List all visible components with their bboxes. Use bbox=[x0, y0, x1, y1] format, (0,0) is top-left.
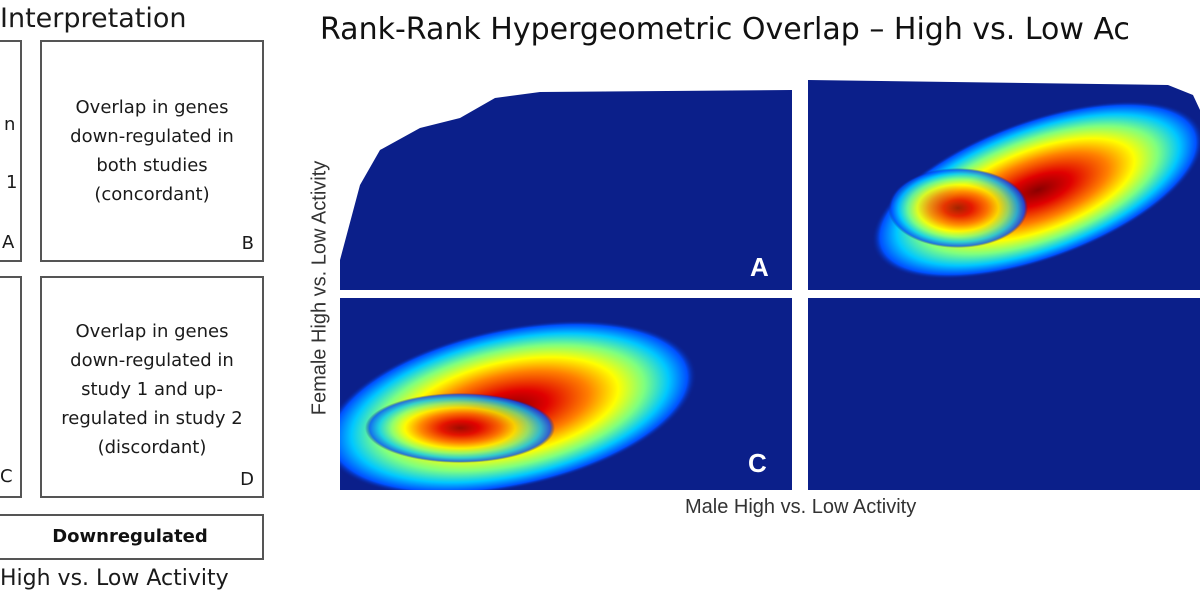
quadrant-a-label: A bbox=[750, 252, 769, 282]
interpretation-title: Interpretation bbox=[0, 3, 187, 34]
interp-box-d-letter: D bbox=[240, 469, 254, 490]
interp-box-d-line-4: regulated in study 2 bbox=[61, 408, 243, 429]
interp-box-a bbox=[0, 40, 22, 262]
heatmap-quadrant-b bbox=[808, 80, 1200, 290]
heatmap-quadrant-d bbox=[808, 298, 1200, 490]
quadrant-c-overlap-core bbox=[365, 393, 555, 463]
rrho-figure-title: Rank-Rank Hypergeometric Overlap – High … bbox=[320, 12, 1130, 47]
interp-box-c bbox=[0, 276, 22, 498]
interp-box-a-fragment-2: 1 bbox=[6, 172, 18, 193]
y-axis-label: Female High vs. Low Activity bbox=[308, 160, 331, 416]
heatmap-quadrant-c bbox=[340, 298, 792, 490]
interp-box-a-letter: A bbox=[2, 232, 15, 253]
interp-box-b-line-1: Overlap in genes bbox=[75, 97, 229, 118]
quadrant-c-label: C bbox=[748, 448, 767, 478]
downregulated-label: Downregulated bbox=[52, 526, 208, 547]
interp-box-b-text: Overlap in genes down-regulated in both … bbox=[42, 93, 262, 209]
heatmap-quadrant-a bbox=[340, 90, 792, 290]
interp-box-b-line-2: down-regulated in bbox=[70, 126, 234, 147]
downregulated-legend-box: Downregulated bbox=[0, 514, 264, 560]
interp-box-b-line-4: (concordant) bbox=[94, 184, 210, 205]
x-axis-label: Male High vs. Low Activity bbox=[685, 496, 917, 518]
interp-box-d-text: Overlap in genes down-regulated in study… bbox=[42, 317, 262, 462]
interp-box-d-line-2: down-regulated in bbox=[70, 350, 234, 371]
interp-box-c-letter: C bbox=[0, 466, 13, 487]
interp-box-d-line-5: (discordant) bbox=[97, 437, 207, 458]
quadrant-d-fill bbox=[808, 298, 1200, 490]
interp-box-b: Overlap in genes down-regulated in both … bbox=[40, 40, 264, 262]
interpretation-bottom-label: High vs. Low Activity bbox=[0, 566, 229, 591]
quadrant-b-overlap-core bbox=[888, 168, 1028, 248]
interp-box-d-line-3: study 1 and up- bbox=[81, 379, 223, 400]
quadrant-a-fill bbox=[340, 90, 792, 290]
interp-box-d: Overlap in genes down-regulated in study… bbox=[40, 276, 264, 498]
interp-box-b-line-3: both studies bbox=[96, 155, 208, 176]
interp-box-a-fragment-1: n bbox=[4, 114, 16, 135]
interp-box-b-letter: B bbox=[241, 233, 254, 254]
interp-box-d-line-1: Overlap in genes bbox=[75, 321, 229, 342]
